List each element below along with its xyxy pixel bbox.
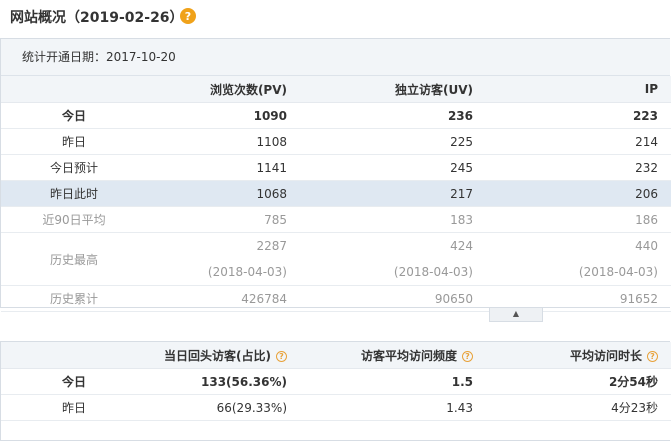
column-header-uv: 独立访客(UV) [301,76,487,103]
pv-date: (2018-04-03) [207,265,287,279]
uv-cell: 424 (2018-04-03) [301,232,487,286]
info-icon[interactable]: ? [276,350,287,362]
table-header-row: 浏览次数(PV) 独立访客(UV) IP [1,76,671,103]
pv-value: 1108 [143,128,301,155]
ip-value: 91652 [487,285,671,312]
column-header-returning-label: 当日回头访客(占比) [164,348,271,363]
column-header-frequency: 访客平均访问频度? [301,342,487,369]
traffic-stats-table: 浏览次数(PV) 独立访客(UV) IP 今日 1090 236 223 昨日 … [1,76,671,312]
table-row-yesterday-same-time: 昨日此时 1068 217 206 [1,180,671,207]
row-label: 今日 [1,368,143,395]
row-label: 昨日 [1,394,143,421]
pv-cell: 2287 (2018-04-03) [143,232,301,286]
table-header-row: 当日回头访客(占比)? 访客平均访问频度? 平均访问时长? [1,342,671,369]
returning-visitors-panel: 当日回头访客(占比)? 访客平均访问频度? 平均访问时长? 今日 133(56.… [0,341,671,441]
info-icon[interactable]: ? [462,350,473,362]
table-row-today-forecast: 今日预计 1141 245 232 [1,154,671,181]
row-label: 今日预计 [1,154,143,181]
pv-value: 1090 [143,102,301,129]
table-row-90day-average: 近90日平均 785 183 186 [1,206,671,233]
info-icon[interactable]: ? [647,350,658,362]
ip-value: 186 [487,206,671,233]
duration-value: 2分54秒 [487,368,671,395]
pv-value: 2287 [256,239,287,253]
row-label: 今日 [1,102,143,129]
table-row-today: 今日 1090 236 223 [1,102,671,129]
row-label: 历史累计 [1,285,143,312]
column-header-duration-label: 平均访问时长 [569,348,642,363]
table-row-yesterday: 昨日 66(29.33%) 1.43 4分23秒 [1,394,671,421]
ip-value: 232 [487,154,671,181]
traffic-stats-panel: 统计开通日期：2017-10-20 浏览次数(PV) 独立访客(UV) IP 今… [0,38,671,312]
row-label: 昨日 [1,128,143,155]
pv-value: 426784 [143,285,301,312]
column-header-duration: 平均访问时长? [487,342,671,369]
row-label: 历史最高 [1,232,143,286]
table-row-today: 今日 133(56.36%) 1.5 2分54秒 [1,368,671,395]
stats-start-date: 统计开通日期：2017-10-20 [1,39,670,76]
column-header-frequency-label: 访客平均访问频度 [360,348,457,363]
returning-visitors-table: 当日回头访客(占比)? 访客平均访问频度? 平均访问时长? 今日 133(56.… [1,342,671,421]
chevron-up-icon: ▲ [512,309,520,318]
ip-value: 206 [487,180,671,207]
returning-value: 66(29.33%) [143,394,301,421]
table-row-historical-total: 历史累计 426784 90650 91652 [1,285,671,312]
column-header-returning: 当日回头访客(占比)? [143,342,301,369]
row-label: 昨日此时 [1,180,143,207]
ip-date: (2018-04-03) [578,265,658,279]
table-row-yesterday: 昨日 1108 225 214 [1,128,671,155]
column-header-label [1,342,143,369]
ip-value: 440 [635,239,658,253]
page-title: 网站概况（2019-02-26） [10,10,184,26]
row-label: 近90日平均 [1,206,143,233]
column-header-ip: IP [487,76,671,103]
duration-value: 4分23秒 [487,394,671,421]
uv-value: 424 [450,239,473,253]
frequency-value: 1.5 [301,368,487,395]
column-header-pv: 浏览次数(PV) [143,76,301,103]
ip-cell: 440 (2018-04-03) [487,232,671,286]
frequency-value: 1.43 [301,394,487,421]
collapse-button[interactable]: ▲ [489,308,543,322]
ip-value: 223 [487,102,671,129]
uv-value: 225 [301,128,487,155]
uv-value: 217 [301,180,487,207]
ip-value: 214 [487,128,671,155]
table-row-historical-max: 历史最高 2287 (2018-04-03) 424 (2018-04-03) … [1,232,671,286]
uv-value: 90650 [301,285,487,312]
pv-value: 1141 [143,154,301,181]
pv-value: 1068 [143,180,301,207]
page-header: 网站概况（2019-02-26） ? [0,0,671,33]
uv-value: 183 [301,206,487,233]
uv-date: (2018-04-03) [393,265,473,279]
returning-value: 133(56.36%) [143,368,301,395]
help-icon[interactable]: ? [180,8,196,24]
uv-value: 236 [301,102,487,129]
pv-value: 785 [143,206,301,233]
uv-value: 245 [301,154,487,181]
column-header-label [1,76,143,103]
